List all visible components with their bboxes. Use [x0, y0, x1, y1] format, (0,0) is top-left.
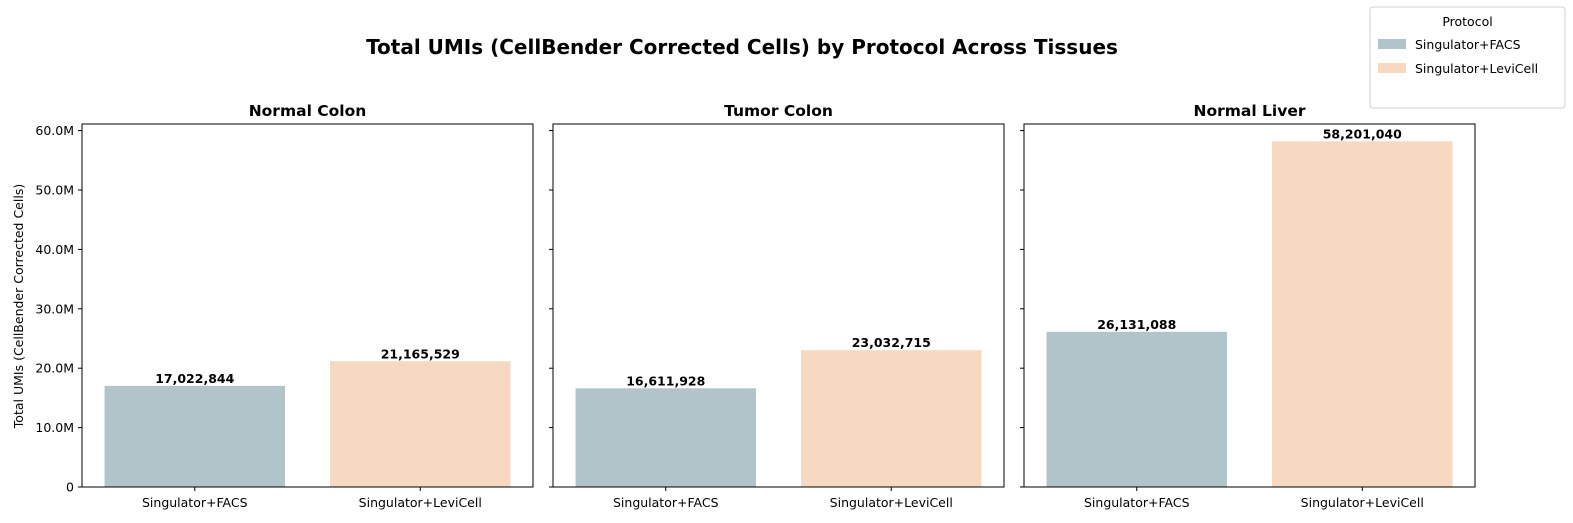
y-tick-label: 50.0M	[35, 183, 74, 198]
bar	[1046, 331, 1227, 487]
panel-3: 26,131,088 Singulator+FACS 58,201,040 Singu…	[1020, 102, 1476, 510]
legend-swatch	[1378, 39, 1406, 49]
bar	[575, 388, 756, 487]
bar	[801, 350, 982, 487]
legend-item-label: Singulator+LeviCell	[1415, 61, 1538, 76]
panel-1: 17,022,844 Singulator+FACS 21,165,529 Singu…	[35, 102, 534, 510]
panel-title: Normal Liver	[1193, 102, 1305, 120]
x-tick-label: Singulator+LeviCell	[1301, 495, 1424, 510]
y-tick-label: 20.0M	[35, 361, 74, 376]
panel-2: 16,611,928 Singulator+FACS 23,032,715 Singu…	[549, 102, 1005, 510]
legend-item-label: Singulator+FACS	[1415, 37, 1521, 52]
panel-frame	[1023, 123, 1476, 488]
x-tick-label: Singulator+FACS	[142, 495, 248, 510]
x-tick-label: Singulator+FACS	[1084, 495, 1190, 510]
legend: Protocol Singulator+FACS Singulator+LeviCe…	[1369, 6, 1566, 109]
y-tick-label: 10.0M	[35, 420, 74, 435]
panel-frame	[552, 123, 1005, 488]
panel-title: Tumor Colon	[724, 102, 833, 120]
bar	[104, 385, 285, 487]
figure-title: Total UMIs (CellBender Corrected Cells) …	[366, 35, 1118, 59]
bar	[330, 361, 511, 487]
bar-value-label: 16,611,928	[626, 373, 705, 388]
legend-frame	[1369, 6, 1566, 109]
bar-value-label: 23,032,715	[852, 335, 931, 350]
x-tick-label: Singulator+LeviCell	[830, 495, 953, 510]
bar-value-label: 26,131,088	[1097, 317, 1176, 332]
panels: 17,022,844 Singulator+FACS 21,165,529 Singu…	[35, 102, 1476, 510]
y-tick-label: 30.0M	[35, 301, 74, 316]
y-tick-label: 60.0M	[35, 123, 74, 138]
panel-frame	[81, 123, 534, 488]
x-tick-label: Singulator+FACS	[613, 495, 719, 510]
bar	[1272, 141, 1453, 487]
legend-swatch	[1378, 63, 1406, 73]
legend-title: Protocol	[1442, 14, 1492, 29]
bar-value-label: 58,201,040	[1323, 126, 1402, 141]
x-tick-label: Singulator+LeviCell	[359, 495, 482, 510]
y-tick-label: 0	[66, 480, 74, 495]
y-axis-label: Total UMIs (CellBender Corrected Cells)	[11, 184, 26, 429]
bar-value-label: 21,165,529	[381, 346, 460, 361]
bar-value-label: 17,022,844	[155, 371, 234, 386]
y-tick-label: 40.0M	[35, 242, 74, 257]
panel-title: Normal Colon	[249, 102, 367, 120]
